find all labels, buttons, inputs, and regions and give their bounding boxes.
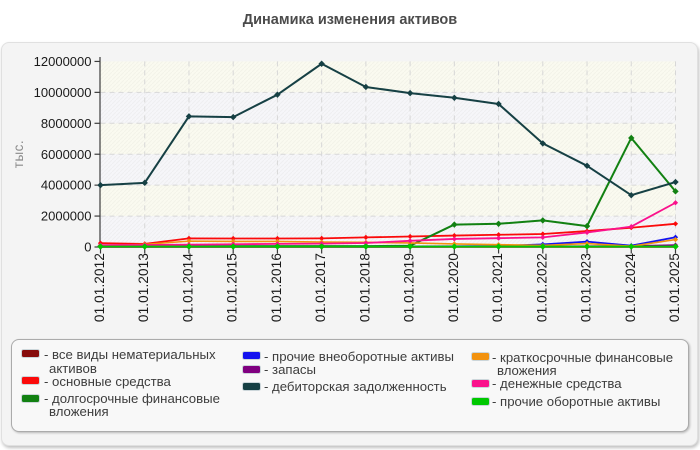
svg-text:0: 0	[84, 240, 91, 255]
svg-text:10000000: 10000000	[34, 85, 92, 100]
svg-text:01.01.2014: 01.01.2014	[180, 253, 195, 322]
svg-text:01.01.2023: 01.01.2023	[579, 253, 594, 322]
svg-text:01.01.2019: 01.01.2019	[402, 253, 417, 322]
svg-text:4000000: 4000000	[41, 178, 92, 193]
svg-text:01.01.2013: 01.01.2013	[136, 253, 151, 322]
svg-text:01.01.2017: 01.01.2017	[313, 253, 328, 322]
svg-text:2000000: 2000000	[41, 209, 92, 224]
svg-text:01.01.2020: 01.01.2020	[446, 253, 461, 322]
svg-text:01.01.2025: 01.01.2025	[667, 253, 682, 322]
svg-text:01.01.2018: 01.01.2018	[357, 253, 372, 322]
svg-text:01.01.2022: 01.01.2022	[534, 253, 549, 322]
svg-text:01.01.2015: 01.01.2015	[225, 253, 240, 322]
svg-text:6000000: 6000000	[41, 147, 92, 162]
svg-text:01.01.2021: 01.01.2021	[490, 253, 505, 322]
svg-text:01.01.2012: 01.01.2012	[92, 253, 107, 322]
svg-text:тыс.: тыс.	[11, 140, 26, 168]
svg-text:12000000: 12000000	[34, 54, 92, 69]
svg-text:8000000: 8000000	[41, 116, 92, 131]
svg-text:01.01.2016: 01.01.2016	[269, 253, 284, 322]
svg-text:01.01.2024: 01.01.2024	[623, 253, 638, 322]
